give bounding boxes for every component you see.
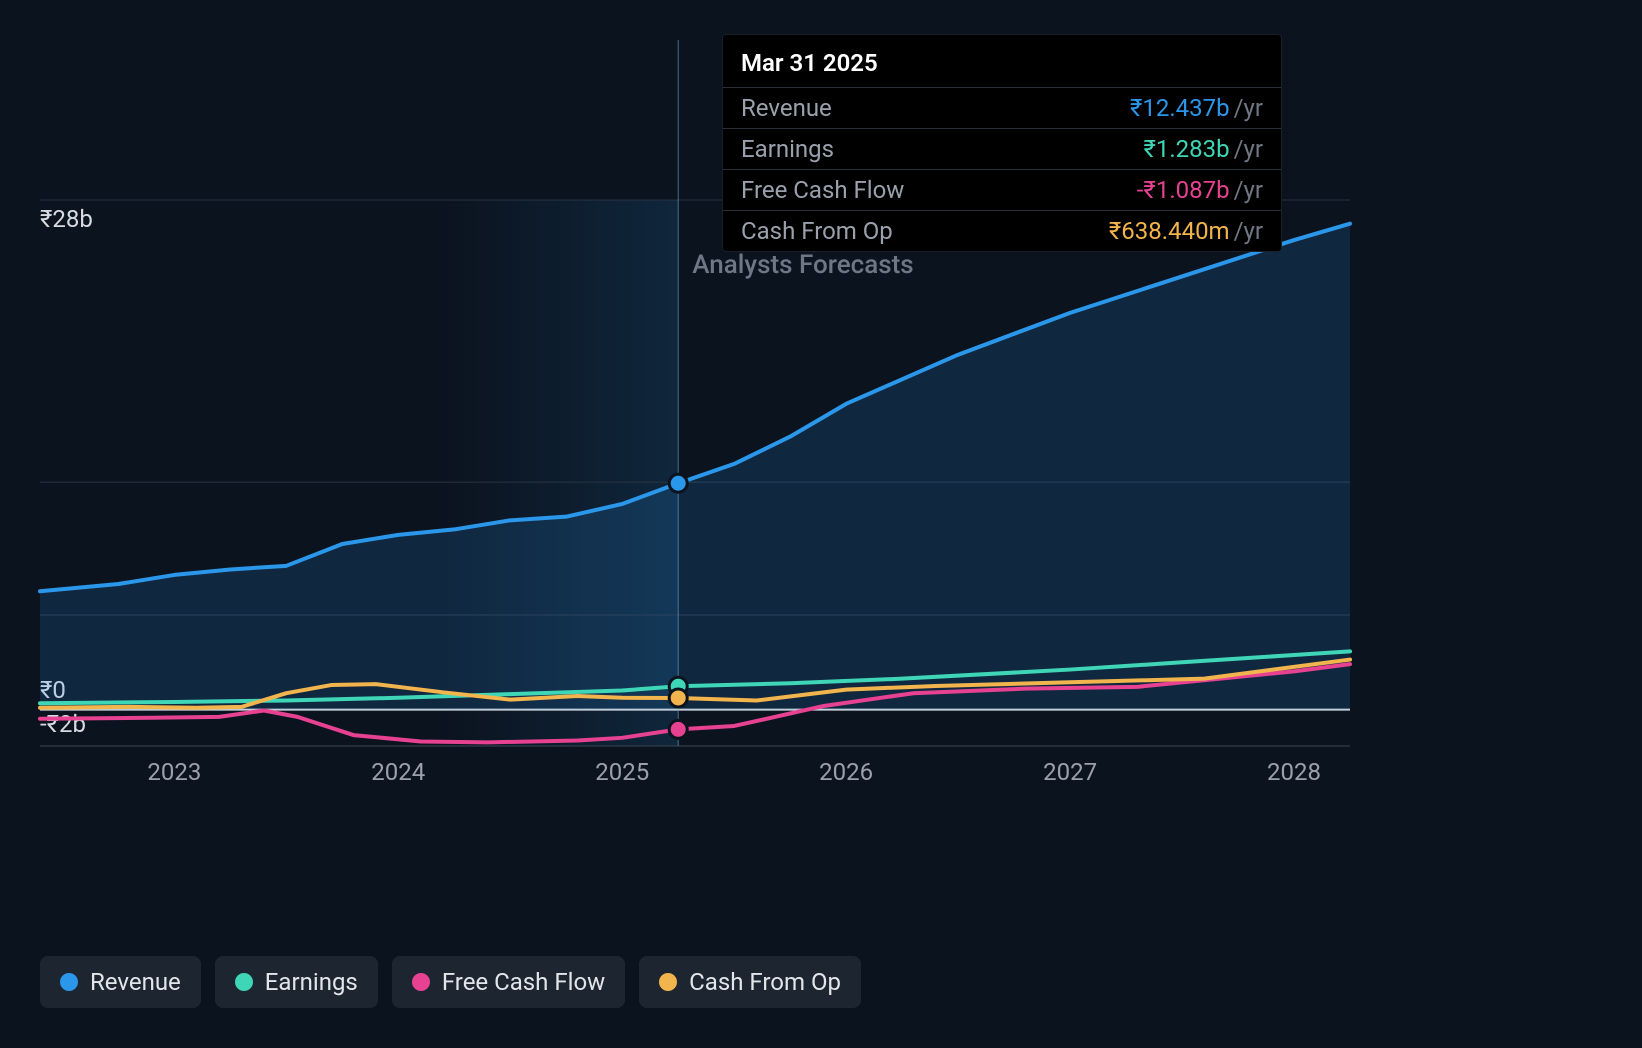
tooltip-row-value: ₹12.437b/yr (1009, 88, 1281, 129)
x-tick-label: 2023 (147, 758, 201, 786)
legend-dot-icon (659, 973, 677, 991)
hover-tooltip: Mar 31 2025 Revenue ₹12.437b/yr Earnings… (722, 34, 1282, 252)
x-tick-label: 2026 (819, 758, 873, 786)
legend-dot-icon (235, 973, 253, 991)
legend-item-cfo[interactable]: Cash From Op (639, 956, 861, 1008)
tooltip-row-label: Free Cash Flow (723, 170, 1009, 211)
tooltip-row-label: Earnings (723, 129, 1009, 170)
chart-svg[interactable] (40, 200, 1350, 746)
plot-area[interactable]: Past Analysts Forecasts (40, 200, 1350, 746)
x-tick-label: 2027 (1043, 758, 1097, 786)
tooltip-row-value: ₹1.283b/yr (1009, 129, 1281, 170)
tooltip-row-fcf: Free Cash Flow -₹1.087b/yr (723, 170, 1281, 211)
legend-item-fcf[interactable]: Free Cash Flow (392, 956, 625, 1008)
tooltip-row-revenue: Revenue ₹12.437b/yr (723, 88, 1281, 129)
x-tick-label: 2024 (371, 758, 425, 786)
x-tick-label: 2028 (1267, 758, 1321, 786)
forecast-label: Analysts Forecasts (692, 250, 913, 280)
legend-dot-icon (60, 973, 78, 991)
tooltip-date: Mar 31 2025 (723, 49, 1281, 87)
legend-label: Cash From Op (689, 968, 841, 996)
legend-label: Free Cash Flow (442, 968, 605, 996)
tooltip-row-label: Revenue (723, 88, 1009, 129)
tooltip-row-label: Cash From Op (723, 211, 1009, 252)
tooltip-row-earnings: Earnings ₹1.283b/yr (723, 129, 1281, 170)
chart-container: ₹28b ₹0 -₹2b Past Analysts Forecasts 202… (0, 0, 1642, 1048)
x-tick-label: 2025 (595, 758, 649, 786)
tooltip-row-cfo: Cash From Op ₹638.440m/yr (723, 211, 1281, 252)
tooltip-row-value: ₹638.440m/yr (1009, 211, 1281, 252)
legend-label: Revenue (90, 968, 181, 996)
legend-item-earnings[interactable]: Earnings (215, 956, 378, 1008)
legend-label: Earnings (265, 968, 358, 996)
legend-dot-icon (412, 973, 430, 991)
legend-item-revenue[interactable]: Revenue (40, 956, 201, 1008)
legend: Revenue Earnings Free Cash Flow Cash Fro… (40, 956, 861, 1008)
tooltip-row-value: -₹1.087b/yr (1009, 170, 1281, 211)
tooltip-table: Revenue ₹12.437b/yr Earnings ₹1.283b/yr … (723, 87, 1281, 251)
past-label: Past (0, 250, 608, 280)
